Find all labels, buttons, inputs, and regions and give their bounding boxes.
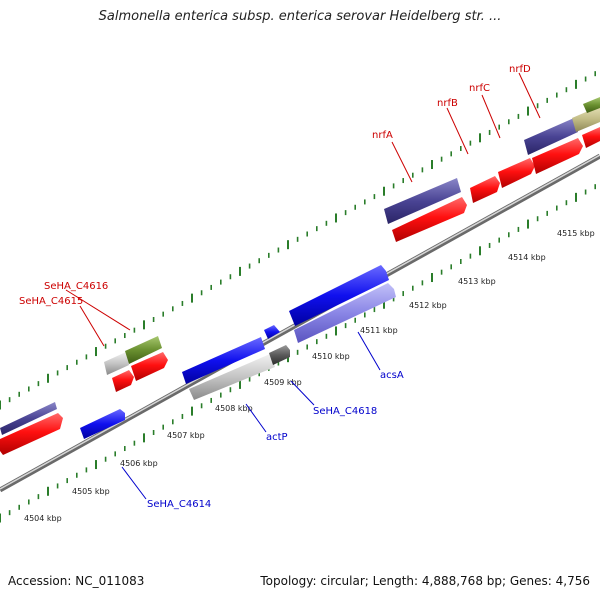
kbp-label: 4507 kbp <box>167 431 205 440</box>
gene-arrow[interactable] <box>294 283 396 343</box>
leader-lines <box>65 72 541 500</box>
kbp-label: 4505 kbp <box>72 487 110 496</box>
forward-genes <box>0 97 600 455</box>
kbp-label: 4506 kbp <box>120 459 158 468</box>
gene-arrow[interactable] <box>264 325 280 339</box>
gene-arrow[interactable] <box>532 138 583 174</box>
forward-gene-label[interactable]: SeHA_C4616 <box>44 281 108 292</box>
reverse-gene-label[interactable]: SeHA_C4618 <box>313 406 377 417</box>
gene-arrow[interactable] <box>572 106 600 132</box>
kbp-label: 4508 kbp <box>215 404 253 413</box>
gene-arrow[interactable] <box>269 345 290 365</box>
forward-gene-label[interactable]: nrfB <box>437 98 458 109</box>
reverse-genes <box>80 265 396 439</box>
forward-gene-label[interactable]: nrfA <box>372 130 393 141</box>
kbp-label: 4509 kbp <box>264 378 302 387</box>
forward-gene-label[interactable]: SeHA_C4615 <box>19 296 83 307</box>
gene-arrow[interactable] <box>112 370 134 392</box>
gene-labels: SeHA_C4616 SeHA_C4615 nrfA nrfB nrfC nrf… <box>19 64 531 510</box>
gene-arrow[interactable] <box>392 197 467 242</box>
gene-arrow[interactable] <box>0 402 57 435</box>
kbp-labels: 4504 kbp 4505 kbp 4506 kbp 4507 kbp 4508 kbp… <box>24 229 595 523</box>
kbp-label: 4514 kbp <box>508 253 546 262</box>
kbp-label: 4510 kbp <box>312 352 350 361</box>
gene-arrow[interactable] <box>470 176 500 203</box>
genome-stats-label: Topology: circular; Length: 4,888,768 bp… <box>260 574 590 588</box>
reverse-gene-label[interactable]: acsA <box>380 370 404 381</box>
gene-arrow[interactable] <box>189 354 275 400</box>
gene-arrow[interactable] <box>0 413 63 455</box>
kbp-label: 4504 kbp <box>24 514 62 523</box>
kbp-label: 4512 kbp <box>409 301 447 310</box>
gene-arrow[interactable] <box>104 352 129 375</box>
gene-arrow[interactable] <box>80 409 125 439</box>
map-title: Salmonella enterica subsp. enterica sero… <box>98 9 502 24</box>
gene-arrow[interactable] <box>131 352 168 381</box>
gene-arrow[interactable] <box>384 178 461 224</box>
gene-arrow[interactable] <box>182 337 265 384</box>
reverse-gene-label[interactable]: SeHA_C4614 <box>147 499 211 510</box>
kbp-label: 4511 kbp <box>360 326 398 335</box>
kbp-label: 4515 kbp <box>557 229 595 238</box>
accession-label: Accession: NC_011083 <box>8 574 145 588</box>
gene-arrow[interactable] <box>582 127 600 148</box>
gene-arrow[interactable] <box>498 158 535 188</box>
forward-gene-label[interactable]: nrfC <box>469 83 490 94</box>
gene-arrow[interactable] <box>125 336 162 364</box>
gene-arrow[interactable] <box>289 265 389 326</box>
forward-gene-label[interactable]: nrfD <box>509 64 531 75</box>
gene-arrow[interactable] <box>524 118 578 155</box>
gene-arrow[interactable] <box>583 97 600 113</box>
kbp-label: 4513 kbp <box>458 277 496 286</box>
tick-marks <box>0 71 597 523</box>
reverse-gene-label[interactable]: actP <box>266 432 288 443</box>
